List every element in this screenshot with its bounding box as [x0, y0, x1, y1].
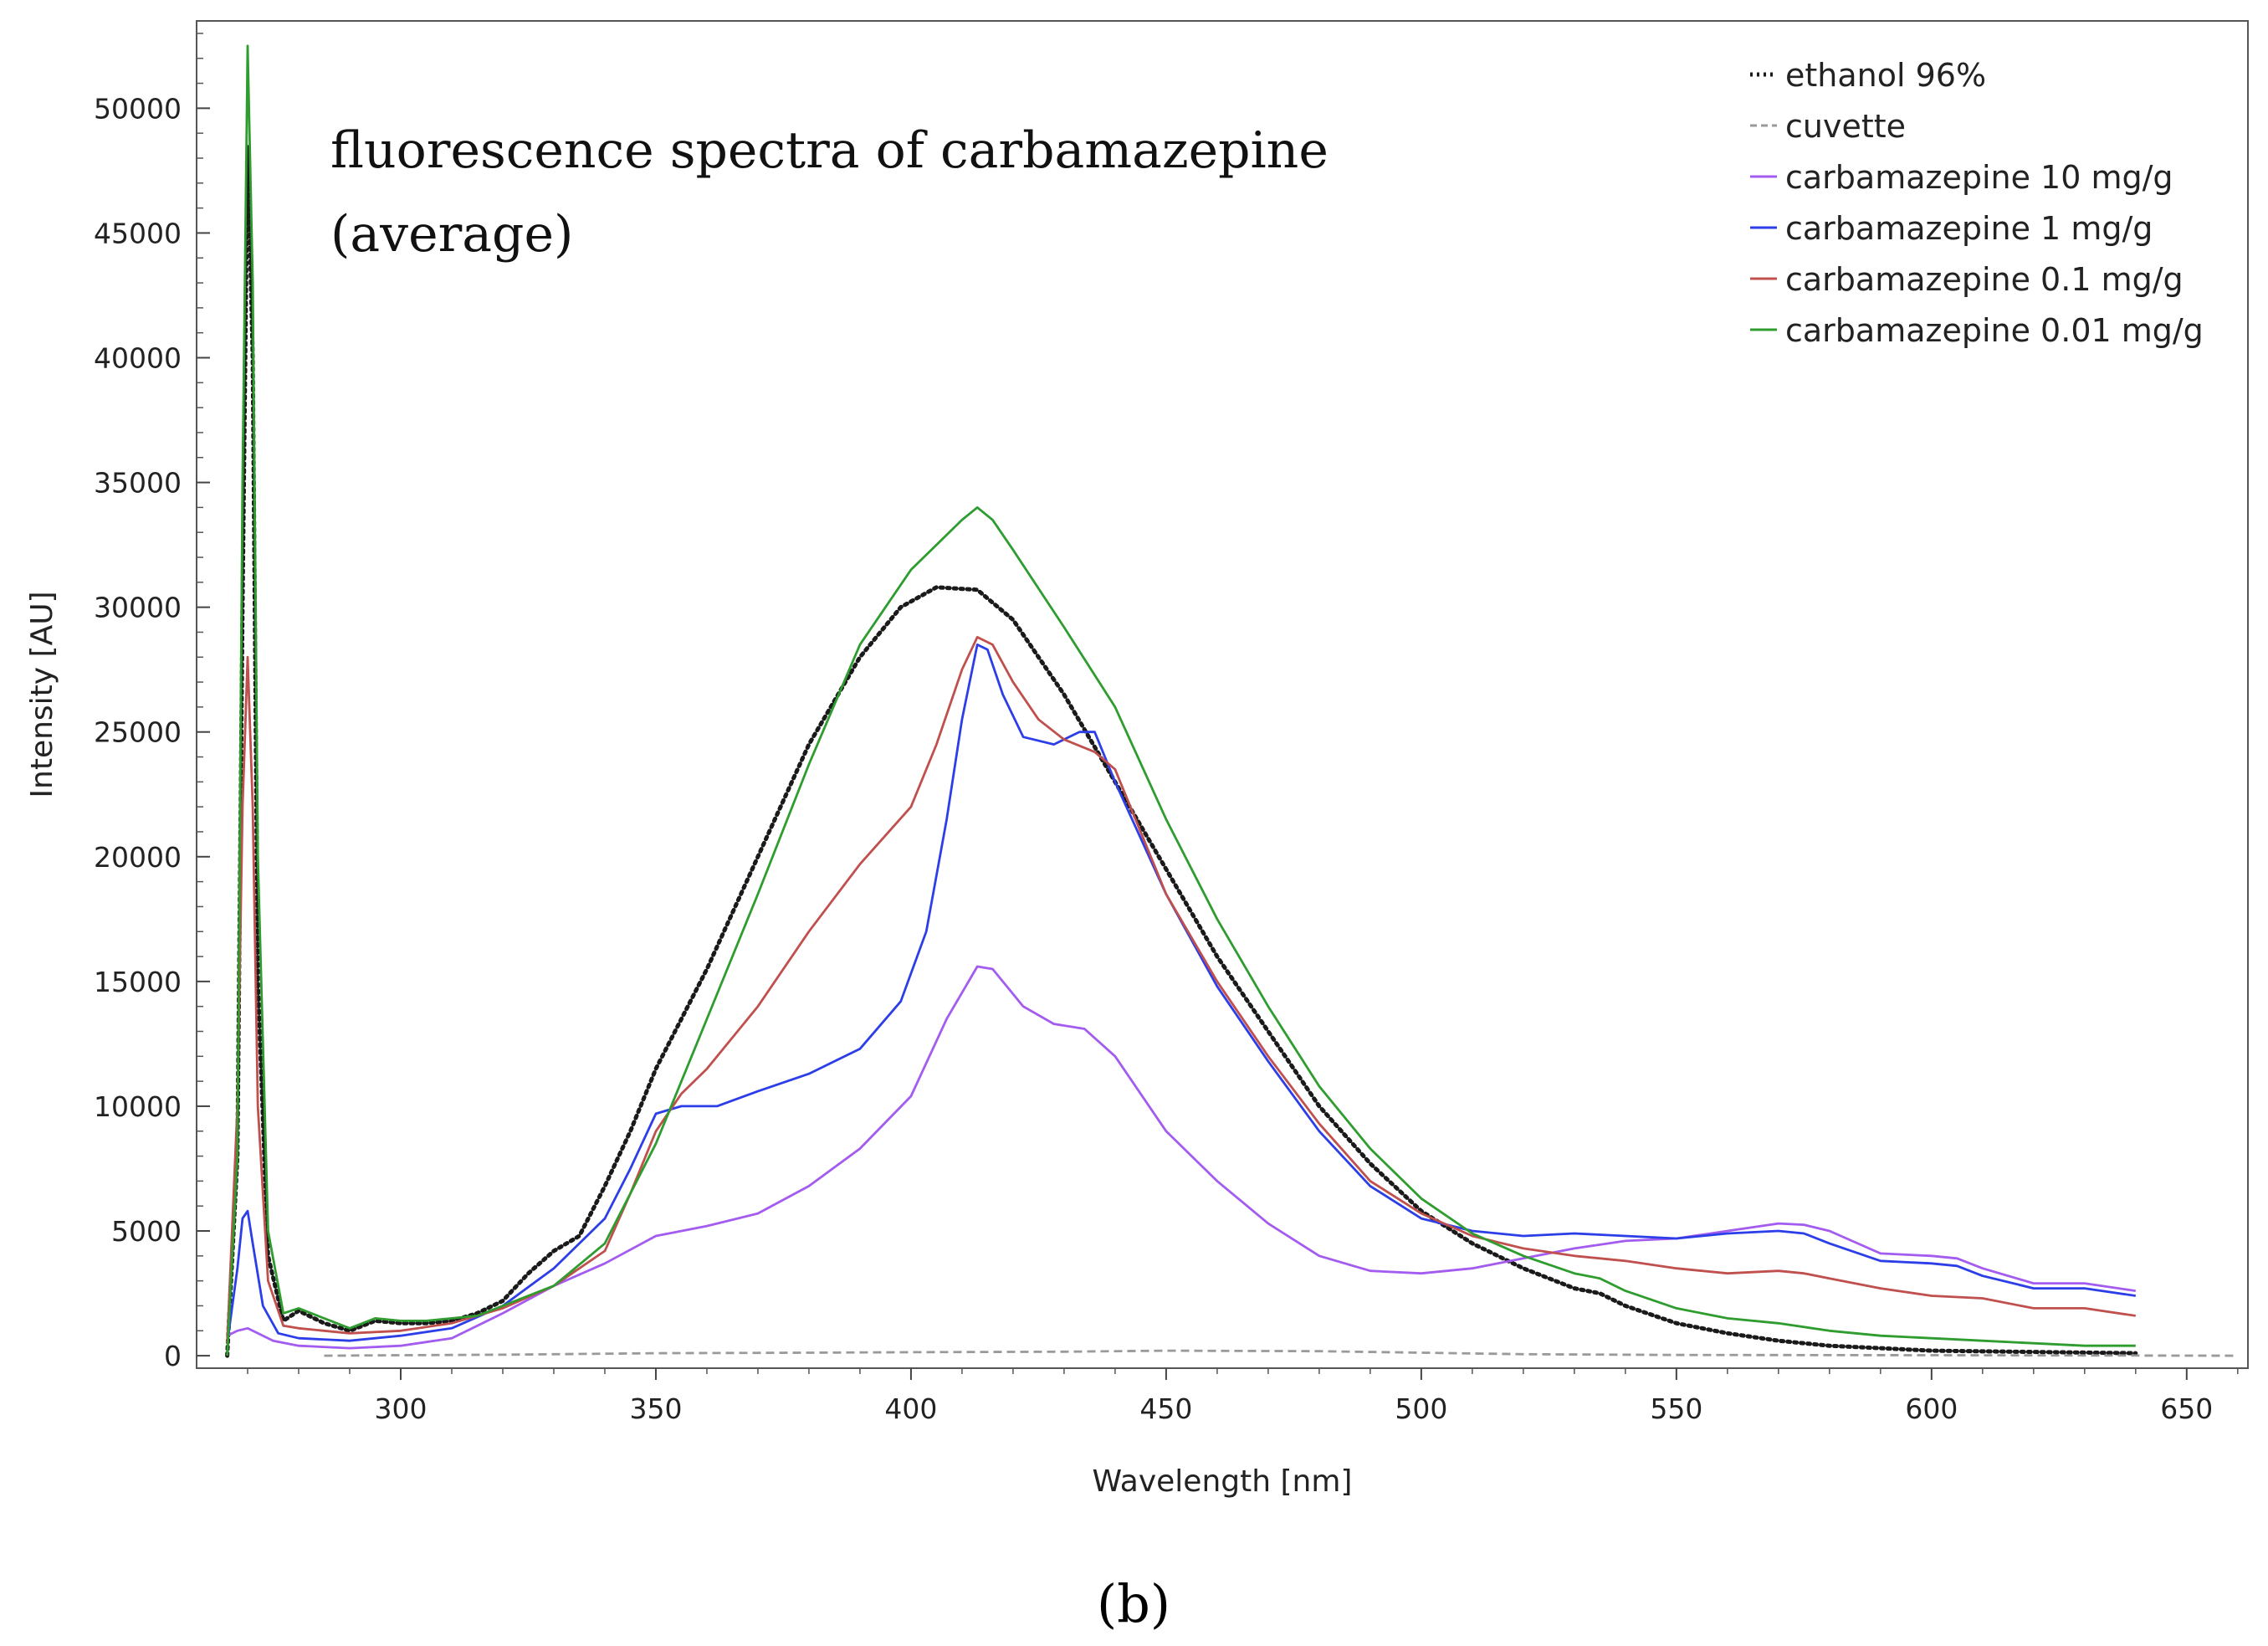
y-tick-label: 20000	[94, 841, 182, 874]
series-line-3	[226, 644, 2137, 1344]
panel-label: (b)	[1097, 1573, 1170, 1634]
series-lines	[225, 44, 2238, 1358]
y-tick-label: 40000	[94, 342, 182, 375]
y-tick-label: 45000	[94, 217, 182, 249]
legend-label-5: carbamazepine 0.01 mg/g	[1785, 312, 2204, 349]
y-tick-label: 5000	[111, 1215, 182, 1248]
chart-title-line-1: fluorescence spectra of carbamazepine	[330, 121, 1329, 180]
y-tick-label: 25000	[94, 716, 182, 749]
x-tick-label: 450	[1139, 1392, 1192, 1425]
y-tick-label: 0	[164, 1340, 182, 1372]
series-line-2	[226, 965, 2137, 1350]
x-tick-label: 350	[629, 1392, 682, 1425]
legend: ethanol 96% cuvette carbamazepine 10 mg/g c…	[1750, 57, 2204, 349]
x-axis-ticks: 300 350 400 450 500 550 600 650	[247, 1368, 2239, 1425]
chart-title-line-2: (average)	[330, 205, 573, 264]
y-axis-ticks: 0 5000 10000 15000 20000 25000 30000 35000 40000…	[94, 92, 210, 1372]
legend-label-1: cuvette	[1785, 108, 1906, 145]
y-axis-title: Intensity [AU]	[25, 591, 59, 797]
x-tick-label: 550	[1650, 1392, 1702, 1425]
y-minor-ticks	[197, 33, 203, 1332]
series-line-4	[226, 636, 2137, 1344]
x-tick-label: 300	[374, 1392, 427, 1425]
series-line-0	[225, 143, 2138, 1358]
x-tick-label: 400	[884, 1392, 937, 1425]
y-tick-label: 15000	[94, 966, 182, 998]
y-tick-label: 30000	[94, 592, 182, 624]
legend-label-4: carbamazepine 0.1 mg/g	[1785, 261, 2184, 298]
x-axis-title: Wavelength [nm]	[1093, 1464, 1353, 1499]
series-line-5	[226, 44, 2136, 1356]
x-tick-label: 500	[1395, 1392, 1447, 1425]
y-tick-label: 10000	[94, 1090, 182, 1123]
x-tick-label: 650	[2160, 1392, 2213, 1425]
series-line-1	[324, 1349, 2238, 1357]
legend-label-3: carbamazepine 1 mg/g	[1785, 210, 2153, 247]
y-tick-label: 50000	[94, 92, 182, 125]
y-tick-label: 35000	[94, 467, 182, 500]
plot-area	[196, 20, 2249, 1369]
x-tick-label: 600	[1905, 1392, 1958, 1425]
legend-label-0: ethanol 96%	[1785, 57, 1986, 94]
legend-label-2: carbamazepine 10 mg/g	[1785, 159, 2173, 196]
